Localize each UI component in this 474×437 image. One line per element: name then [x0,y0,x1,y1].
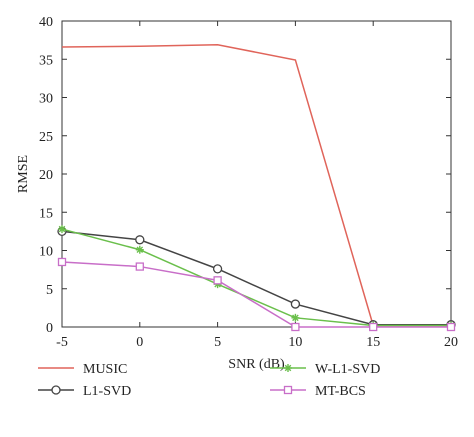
x-tick-label: 15 [366,335,380,350]
legend-label: MUSIC [83,362,127,377]
data-point [290,299,301,309]
data-point [213,276,222,285]
x-tick-label: -5 [56,335,68,350]
data-point [135,235,145,245]
y-tick-label: 20 [39,168,53,183]
y-tick-label: 10 [39,245,53,260]
y-tick-label: 25 [39,130,53,145]
series-mt-bcs [57,257,456,332]
legend-marker [284,364,292,372]
y-tick-label: 0 [46,321,53,336]
legend-item: L1-SVD [38,384,131,399]
data-point [58,225,66,234]
x-tick-label: 20 [444,335,458,350]
legend-item: W-L1-SVD [270,362,380,377]
data-point [57,257,67,267]
legend-marker [283,385,293,395]
legend-label: L1-SVD [83,384,131,399]
y-axis-label: RMSE [16,155,31,193]
legend-item: MUSIC [38,362,127,377]
legend-item: MT-BCS [270,384,366,399]
data-point [446,322,456,332]
y-tick-label: 30 [39,92,53,107]
data-point [291,313,300,322]
x-axis-ticks: -5 0 5 10 15 20 [56,21,458,350]
legend-label: MT-BCS [315,384,366,399]
data-point [369,322,378,332]
x-tick-label: 5 [214,335,221,350]
x-tick-label: 10 [288,335,302,350]
y-tick-label: 40 [39,15,53,30]
x-tick-label: 0 [136,335,143,350]
y-tick-label: 35 [39,53,53,68]
x-axis-label: SNR (dB) [228,357,285,372]
plot-area [61,20,452,328]
data-point [291,322,300,332]
data-point [212,264,223,274]
series-line [61,261,451,328]
series-line [61,228,451,327]
legend-marker [51,385,61,395]
data-point [135,245,144,254]
y-tick-label: 15 [39,206,53,221]
y-axis-ticks: 0 5 10 15 20 25 30 35 40 [39,15,451,336]
data-point [135,262,144,271]
legend: MUSIC W-L1-SVD L1-SVD MT-BCS [38,362,380,399]
series-line [61,230,451,326]
legend-label: W-L1-SVD [315,362,380,377]
y-tick-label: 5 [46,283,53,298]
series-layer [57,43,456,332]
